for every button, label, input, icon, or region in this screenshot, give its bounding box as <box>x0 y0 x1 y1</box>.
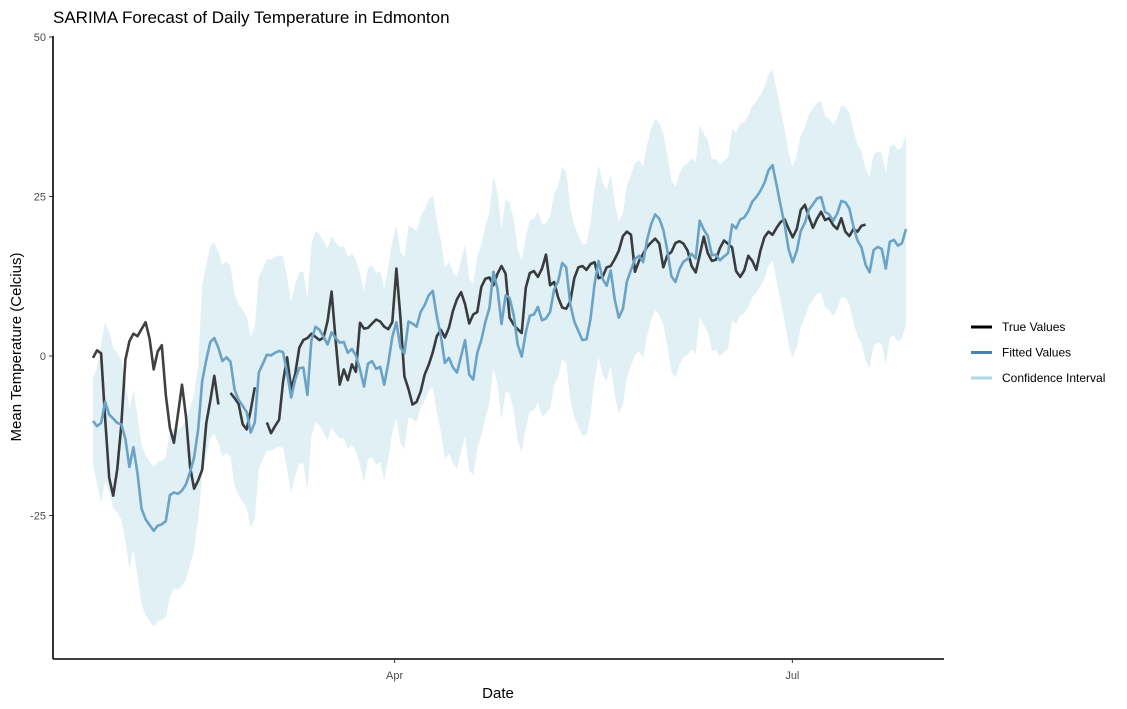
y-axis-title: Mean Temperature (Celcius) <box>8 253 25 442</box>
y-tick-label: 50 <box>34 32 46 44</box>
y-tick-label: -25 <box>30 511 46 523</box>
y-tick-label: 0 <box>40 351 46 363</box>
fitted-values-line <box>91 163 908 533</box>
x-ticks: Apr Jul <box>386 659 799 682</box>
legend-label: Confidence Interval <box>1002 371 1105 385</box>
legend-label: Fitted Values <box>1002 346 1071 360</box>
y-ticks: 50 25 0 -25 <box>30 32 53 523</box>
x-tick-label: Apr <box>386 670 403 682</box>
x-tick-label: Jul <box>785 670 799 682</box>
plot-area <box>91 69 908 627</box>
confidence-band <box>93 69 906 627</box>
x-axis-title: Date <box>482 685 514 702</box>
chart-title: SARIMA Forecast of Daily Temperature in … <box>53 8 450 27</box>
legend-label: True Values <box>1002 320 1065 334</box>
true-values-line <box>91 203 866 497</box>
y-tick-label: 25 <box>34 192 46 204</box>
legend: True Values Fitted Values Confidence Inter… <box>971 320 1105 385</box>
